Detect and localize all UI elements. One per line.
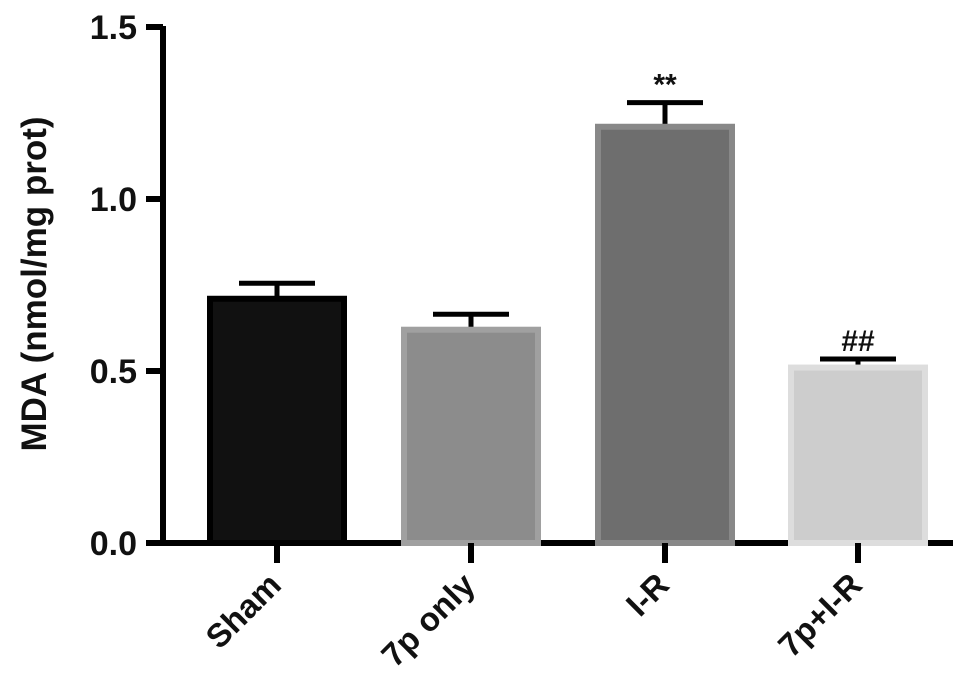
significance-label: ** (653, 69, 677, 102)
x-tick-label: Sham (198, 566, 288, 656)
bar (788, 364, 928, 546)
x-tick-label: I-R (619, 566, 676, 623)
y-tick-label: 1.5 (90, 9, 137, 47)
bar (401, 326, 541, 546)
x-tick-label: 7p+I-R (771, 566, 869, 664)
significance-label: ## (841, 325, 875, 358)
y-tick-label: 0.5 (90, 353, 137, 391)
y-tick-label: 1.0 (90, 181, 137, 219)
plot-area: 0.0 0.5 1.0 1.5 Sham 7p only I-R ** 7p+I-R ## (90, 9, 953, 674)
y-axis-title: MDA (nmol/mg prot) (15, 116, 54, 451)
bar (207, 295, 347, 547)
bar (595, 123, 735, 546)
x-tick-label: 7p only (374, 565, 482, 673)
y-tick-label: 0.0 (90, 525, 137, 563)
